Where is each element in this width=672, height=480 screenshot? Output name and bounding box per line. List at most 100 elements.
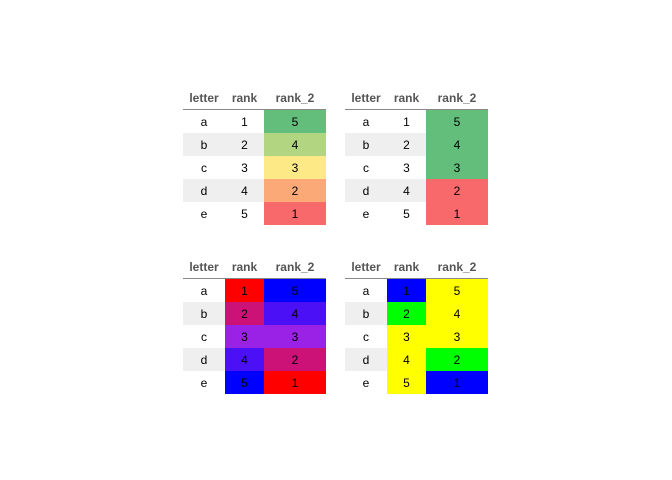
cell-rank: 5 [225,371,264,394]
cell-rank-2: 3 [264,156,326,179]
cell-letter: c [363,329,369,344]
table-row: c 3 3 [183,156,326,179]
cell-rank-2: 5 [264,278,326,302]
cell-rank-2: 2 [264,179,326,202]
cell-letter: a [200,283,208,298]
cell-rank-2: 4 [426,133,488,156]
header-row: letter rank rank_2 [183,87,326,110]
cell-rank: 3 [403,160,410,175]
cell-letter: a [362,114,370,129]
cell-letter: d [345,179,387,202]
cell-letter: e [200,206,208,221]
cell-rank-2: 3 [264,325,326,348]
header-row: letter rank rank_2 [183,256,326,279]
cell-rank: 3 [387,325,426,348]
cell-rank-2: 4 [264,133,326,156]
cell-rank: 4 [225,179,264,202]
cell-rank: 3 [241,160,248,175]
cell-rank-2: 3 [426,325,488,348]
column-header-rank-2: rank_2 [264,256,326,279]
column-header-rank: rank [387,87,426,110]
cell-rank-2: 5 [426,109,488,133]
column-header-rank: rank [225,256,264,279]
header-row: letter rank rank_2 [345,256,488,279]
cell-letter: c [363,160,369,175]
cell-letter: e [362,206,370,221]
cell-rank: 2 [225,133,264,156]
cell-rank: 2 [225,302,264,325]
column-header-letter: letter [183,87,225,110]
column-header-rank-2: rank_2 [264,87,326,110]
cell-letter: d [183,348,225,371]
column-header-letter: letter [345,256,387,279]
cell-letter: e [200,375,208,390]
cell-letter: c [201,329,207,344]
cell-letter: d [345,348,387,371]
header-row: letter rank rank_2 [345,87,488,110]
cell-rank: 1 [403,114,410,129]
cell-rank: 4 [225,348,264,371]
cell-rank: 5 [403,206,410,221]
cell-rank-2: 5 [264,109,326,133]
cell-rank-2: 2 [426,348,488,371]
cell-letter: b [345,133,387,156]
table-1: letter rank rank_2 a 1 5 b 2 4 c 3 3 d 4 2 e 5 1 [183,87,326,225]
column-header-rank: rank [387,256,426,279]
cell-rank: 2 [387,133,426,156]
cell-letter: a [200,114,208,129]
cell-rank-2: 2 [264,348,326,371]
cell-rank: 1 [241,114,248,129]
table-row: e 5 1 [183,202,326,225]
cell-rank: 4 [387,179,426,202]
cell-rank-2: 1 [426,371,488,394]
cell-rank-2: 4 [426,302,488,325]
column-header-rank-2: rank_2 [426,256,488,279]
cell-letter: d [183,179,225,202]
column-header-letter: letter [183,256,225,279]
cell-letter: a [362,283,370,298]
table-row: e 5 1 [345,202,488,225]
cell-letter: b [183,133,225,156]
table-2: letter rank rank_2 a 1 5 b 2 4 c 3 3 d 4 2 e 5 1 [345,87,488,225]
cell-letter: c [201,160,207,175]
cell-rank-2: 5 [426,278,488,302]
cell-rank: 5 [387,371,426,394]
cell-rank: 1 [225,278,264,302]
cell-rank-2: 1 [264,202,326,225]
cell-rank: 2 [387,302,426,325]
table-row: a 1 5 [183,109,326,133]
cell-letter: e [362,375,370,390]
cell-rank-2: 4 [264,302,326,325]
cell-rank: 4 [387,348,426,371]
cell-letter: b [183,302,225,325]
cell-letter: b [345,302,387,325]
column-header-letter: letter [345,87,387,110]
column-header-rank-2: rank_2 [426,87,488,110]
table-row: c 3 3 [345,156,488,179]
cell-rank-2: 2 [426,179,488,202]
cell-rank-2: 3 [426,156,488,179]
cell-rank-2: 1 [426,202,488,225]
cell-rank-2: 1 [264,371,326,394]
table-3: letter rank rank_2 a 1 5 b 2 4 c 3 3 d 4 2 e 5 1 [183,256,326,394]
table-row: a 1 5 [345,109,488,133]
cell-rank: 3 [225,325,264,348]
cell-rank: 5 [241,206,248,221]
column-header-rank: rank [225,87,264,110]
cell-rank: 1 [387,278,426,302]
table-4: letter rank rank_2 a 1 5 b 2 4 c 3 3 d 4 2 e 5 1 [345,256,488,394]
